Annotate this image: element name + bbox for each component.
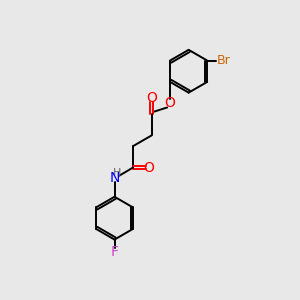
- Text: O: O: [165, 96, 176, 110]
- Text: N: N: [109, 171, 120, 185]
- Text: F: F: [110, 245, 118, 259]
- Text: H: H: [113, 168, 121, 178]
- Text: O: O: [144, 160, 154, 175]
- Text: Br: Br: [217, 54, 230, 67]
- Text: O: O: [146, 91, 157, 105]
